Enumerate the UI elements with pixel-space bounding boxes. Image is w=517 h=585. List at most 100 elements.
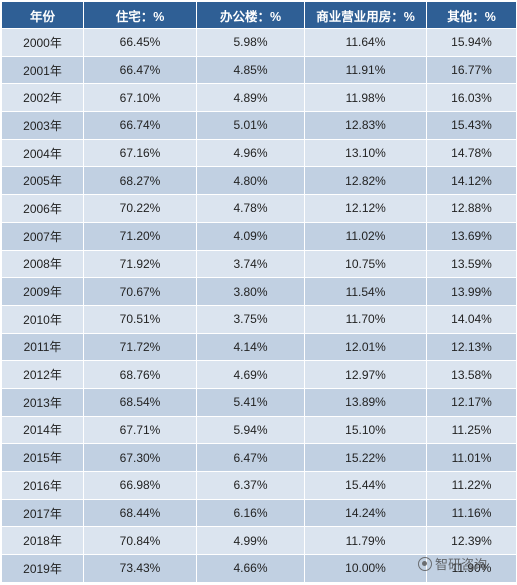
cell-commercial: 10.75%: [304, 249, 427, 279]
cell-other: 12.17%: [426, 387, 517, 417]
cell-year: 2006年: [1, 194, 84, 223]
cell-residential: 73.43%: [83, 554, 197, 583]
cell-office: 5.94%: [196, 415, 305, 445]
cell-office: 3.80%: [196, 277, 305, 306]
header-row: 年份 住宅：% 办公楼：% 商业营业用房：% 其他：%: [1, 1, 517, 29]
cell-commercial: 14.24%: [304, 498, 427, 528]
cell-residential: 68.27%: [83, 166, 197, 196]
cell-other: 14.78%: [426, 138, 517, 168]
cell-commercial: 12.82%: [304, 166, 427, 196]
cell-other: 15.94%: [426, 28, 517, 57]
cell-other: 13.69%: [426, 221, 517, 251]
cell-commercial: 11.64%: [304, 28, 427, 57]
table-row: 2010年 70.51% 3.75% 11.70% 14.04%: [1, 304, 517, 334]
cell-commercial: 11.91%: [304, 55, 427, 85]
cell-other: 13.99%: [426, 277, 517, 306]
cell-year: 2012年: [1, 360, 84, 389]
cell-year: 2009年: [1, 277, 84, 306]
cell-residential: 71.92%: [83, 249, 197, 279]
cell-residential: 66.98%: [83, 471, 197, 500]
cell-office: 4.85%: [196, 55, 305, 85]
cell-office: 6.47%: [196, 443, 305, 472]
table-body: 2000年 66.45% 5.98% 11.64% 15.94% 2001年 66.47% 4…: [1, 28, 517, 583]
cell-year: 2004年: [1, 138, 84, 168]
cell-other: 14.04%: [426, 304, 517, 334]
cell-year: 2008年: [1, 249, 84, 279]
table-row: 2005年 68.27% 4.80% 12.82% 14.12%: [1, 166, 517, 196]
table-row: 2006年 70.22% 4.78% 12.12% 12.88%: [1, 194, 517, 223]
cell-commercial: 12.83%: [304, 111, 427, 140]
watermark: 智研咨询: [417, 554, 487, 573]
cell-other: 16.77%: [426, 55, 517, 85]
cell-residential: 68.76%: [83, 360, 197, 389]
cell-year: 2014年: [1, 415, 84, 445]
table-row: 2019年 73.43% 4.66% 10.00% 11.90%: [1, 554, 517, 583]
cell-residential: 70.22%: [83, 194, 197, 223]
cell-year: 2019年: [1, 554, 84, 583]
cell-office: 5.41%: [196, 387, 305, 417]
cell-office: 4.69%: [196, 360, 305, 389]
cell-residential: 70.51%: [83, 304, 197, 334]
cell-other: 15.43%: [426, 111, 517, 140]
cell-residential: 68.54%: [83, 387, 197, 417]
table-row: 2009年 70.67% 3.80% 11.54% 13.99%: [1, 277, 517, 306]
table-row: 2016年 66.98% 6.37% 15.44% 11.22%: [1, 471, 517, 500]
table-row: 2002年 67.10% 4.89% 11.98% 16.03%: [1, 83, 517, 113]
cell-year: 2017年: [1, 498, 84, 528]
cell-office: 5.98%: [196, 28, 305, 57]
cell-office: 6.37%: [196, 471, 305, 500]
table-row: 2003年 66.74% 5.01% 12.83% 15.43%: [1, 111, 517, 140]
cell-office: 4.09%: [196, 221, 305, 251]
table-row: 2018年 70.84% 4.99% 11.79% 12.39%: [1, 526, 517, 556]
cell-residential: 67.30%: [83, 443, 197, 472]
cell-commercial: 11.70%: [304, 304, 427, 334]
cell-residential: 66.45%: [83, 28, 197, 57]
cell-other: 11.25%: [426, 415, 517, 445]
cell-year: 2018年: [1, 526, 84, 556]
cell-commercial: 12.01%: [304, 332, 427, 362]
cell-office: 4.99%: [196, 526, 305, 556]
watermark-text: 智研咨询: [434, 557, 487, 572]
cell-year: 2016年: [1, 471, 84, 500]
cell-year: 2011年: [1, 332, 84, 362]
table-row: 2007年 71.20% 4.09% 11.02% 13.69%: [1, 221, 517, 251]
cell-office: 4.89%: [196, 83, 305, 113]
cell-commercial: 12.97%: [304, 360, 427, 389]
cell-residential: 70.84%: [83, 526, 197, 556]
cell-commercial: 15.22%: [304, 443, 427, 472]
cell-year: 2007年: [1, 221, 84, 251]
cell-other: 16.03%: [426, 83, 517, 113]
brand-logo-icon: [417, 556, 432, 571]
table-header: 年份 住宅：% 办公楼：% 商业营业用房：% 其他：%: [1, 1, 517, 29]
cell-office: 3.75%: [196, 304, 305, 334]
cell-commercial: 11.54%: [304, 277, 427, 306]
cell-commercial: 13.10%: [304, 138, 427, 168]
cell-year: 2005年: [1, 166, 84, 196]
cell-residential: 68.44%: [83, 498, 197, 528]
cell-year: 2015年: [1, 443, 84, 472]
cell-other: 12.39%: [426, 526, 517, 556]
cell-office: 6.16%: [196, 498, 305, 528]
cell-office: 4.96%: [196, 138, 305, 168]
table-row: 2000年 66.45% 5.98% 11.64% 15.94%: [1, 28, 517, 57]
cell-office: 3.74%: [196, 249, 305, 279]
cell-office: 4.66%: [196, 554, 305, 583]
cell-office: 4.80%: [196, 166, 305, 196]
cell-office: 4.14%: [196, 332, 305, 362]
cell-other: 12.88%: [426, 194, 517, 223]
table-row: 2011年 71.72% 4.14% 12.01% 12.13%: [1, 332, 517, 362]
table-row: 2017年 68.44% 6.16% 14.24% 11.16%: [1, 498, 517, 528]
cell-residential: 67.10%: [83, 83, 197, 113]
cell-residential: 66.47%: [83, 55, 197, 85]
table-row: 2008年 71.92% 3.74% 10.75% 13.59%: [1, 249, 517, 279]
cell-commercial: 11.02%: [304, 221, 427, 251]
cell-year: 2003年: [1, 111, 84, 140]
header-residential: 住宅：%: [83, 1, 197, 29]
table-row: 2014年 67.71% 5.94% 15.10% 11.25%: [1, 415, 517, 445]
cell-other: 13.59%: [426, 249, 517, 279]
cell-other: 13.58%: [426, 360, 517, 389]
cell-other: 11.22%: [426, 471, 517, 500]
cell-commercial: 15.44%: [304, 471, 427, 500]
header-other: 其他：%: [426, 1, 517, 29]
